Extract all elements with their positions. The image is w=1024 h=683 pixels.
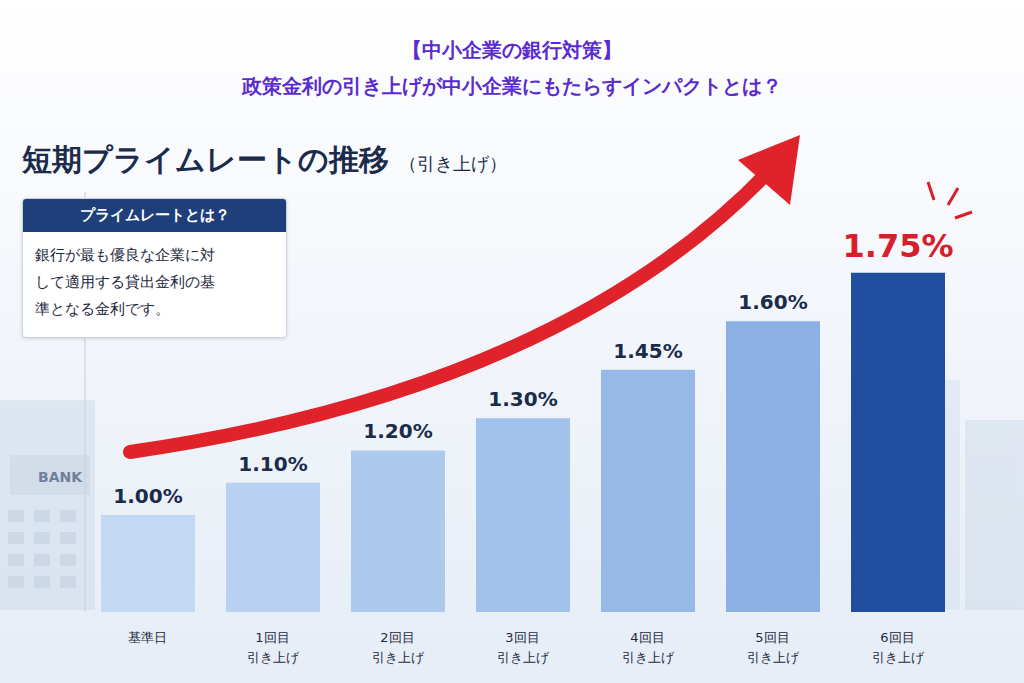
svg-text:1.20%: 1.20%: [363, 419, 432, 443]
svg-text:3回目引き上げ: 3回目引き上げ: [497, 630, 550, 665]
svg-text:BANK: BANK: [38, 469, 83, 485]
html-text:短期プライムレートの推移 （引き上げ）: 短期プライムレートの推移 （引き上げ）: [22, 142, 507, 177]
html-text:プライムレートとは？: プライムレートとは？: [79, 206, 230, 224]
svg-text:1.60%: 1.60%: [738, 290, 807, 314]
html-text:銀行が最も優良な企業に対して適用する貸出金利の基準となる金利: 銀行が最も優良な企業に対して適用する貸出金利の基準となる金利です。: [35, 246, 215, 318]
html-text:【中小企業の銀行対策】: 【中小企業の銀行対策】: [402, 38, 622, 62]
svg-text:1.10%: 1.10%: [238, 452, 307, 476]
svg-text:5回目引き上げ: 5回目引き上げ: [747, 630, 800, 665]
svg-text:6回目引き上げ: 6回目引き上げ: [872, 630, 925, 665]
svg-text:4回目引き上げ: 4回目引き上げ: [622, 630, 675, 665]
svg-text:1.00%: 1.00%: [113, 484, 182, 508]
svg-text:1.45%: 1.45%: [613, 339, 682, 363]
svg-text:1.75%: 1.75%: [842, 227, 953, 265]
svg-text:1回目引き上げ: 1回目引き上げ: [247, 630, 300, 665]
html-text:政策金利の引き上げが中小企業にもたらすインパクトとは？: 政策金利の引き上げが中小企業にもたらすインパクトとは？: [242, 74, 782, 98]
svg-text:1.30%: 1.30%: [488, 387, 557, 411]
svg-text:基準日: 基準日: [128, 630, 167, 645]
svg-text:2回目引き上げ: 2回目引き上げ: [372, 630, 425, 665]
